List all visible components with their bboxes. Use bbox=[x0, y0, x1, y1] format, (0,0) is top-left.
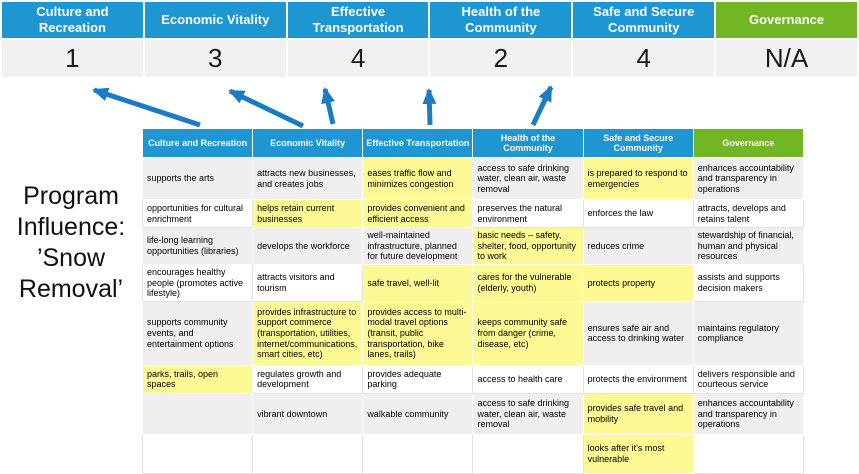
matrix-cell-r2-c4: reduces crime bbox=[582, 227, 694, 265]
influence-arrow-culture bbox=[92, 87, 201, 128]
matrix-cell-r2-c2: well-maintained infrastructure, planned … bbox=[362, 227, 474, 265]
matrix-cell-r3-c0: encourages healthy people (promotes acti… bbox=[141, 264, 254, 302]
scoreboard-score-0: 1 bbox=[2, 40, 143, 77]
matrix-cell-r6-c4: provides safe travel and mobility bbox=[582, 392, 694, 435]
matrix-row-4: supports community events, and entertain… bbox=[141, 300, 805, 366]
matrix-header-0: Culture and Recreation bbox=[141, 128, 254, 158]
matrix-cell-r3-c3: cares for the vulnerable (elderly, youth… bbox=[472, 264, 584, 302]
matrix-cell-r2-c0: life-long learning opportunities (librar… bbox=[141, 227, 254, 265]
matrix-row-5: parks, trails, open spaces regulates grow… bbox=[141, 364, 805, 394]
matrix-row-6: vibrant downtown walkable community access… bbox=[141, 392, 805, 435]
influence-matrix: Culture and Recreation Economic Vitality E… bbox=[141, 128, 805, 474]
program-title: Program Influence: ’Snow Removal’ bbox=[16, 182, 126, 303]
matrix-cell-r6-c1: vibrant downtown bbox=[252, 392, 364, 435]
matrix-head: Culture and Recreation Economic Vitality E… bbox=[141, 128, 805, 158]
matrix-cell-r3-c4: protects property bbox=[582, 264, 694, 302]
matrix-cell-r0-c3: access to safe drinking water, clean air… bbox=[472, 157, 584, 200]
matrix-cell-r1-c2: provides convenient and efficient access bbox=[362, 199, 474, 228]
scoreboard: Culture and Recreation Economic Vitality E… bbox=[2, 2, 857, 77]
matrix-cell-r0-c2: eases traffic flow and minimizes congest… bbox=[362, 157, 474, 200]
matrix-row-0: supports the arts attracts new businesses… bbox=[141, 157, 805, 200]
matrix-cell-r2-c1: develops the workforce bbox=[252, 227, 364, 265]
matrix-cell-r2-c3: basic needs – safety, shelter, food, opp… bbox=[472, 227, 584, 265]
scoreboard-header-0: Culture and Recreation bbox=[2, 2, 143, 38]
matrix-cell-r7-c0 bbox=[141, 433, 254, 474]
scoreboard-score-1: 3 bbox=[144, 40, 286, 77]
scoreboard-header-3: Health of the Community bbox=[430, 2, 572, 38]
matrix-cell-r0-c0: supports the arts bbox=[141, 157, 254, 200]
scoreboard-header-2: Effective Transportation bbox=[287, 2, 429, 38]
matrix-cell-r3-c1: attracts visitors and tourism bbox=[252, 264, 364, 302]
scoreboard-header-1: Economic Vitality bbox=[144, 2, 286, 38]
matrix-cell-r2-c5: stewardship of financial, human and phys… bbox=[692, 227, 805, 265]
scoreboard-score-4: 4 bbox=[573, 40, 715, 77]
matrix-header-2: Effective Transportation bbox=[362, 128, 474, 158]
matrix-cell-r4-c4: ensures safe air and access to drinking … bbox=[582, 300, 694, 366]
matrix-cell-r6-c5: enhances accountability and transparency… bbox=[692, 392, 805, 435]
matrix-header-4: Safe and Secure Community bbox=[582, 128, 694, 158]
matrix-cell-r1-c5: attracts, develops and retains talent bbox=[692, 199, 805, 228]
matrix-cell-r1-c3: preserves the natural environment bbox=[472, 199, 584, 228]
scoreboard-score-5: N/A bbox=[716, 40, 857, 77]
matrix-cell-r3-c5: assists and supports decision makers bbox=[692, 264, 805, 302]
influence-arrow-economic bbox=[228, 88, 305, 129]
matrix-table: Culture and Recreation Economic Vitality E… bbox=[141, 128, 805, 474]
matrix-cell-r0-c5: enhances accountability and transparency… bbox=[692, 157, 805, 200]
matrix-header-3: Health of the Community bbox=[472, 128, 584, 158]
matrix-header-5: Governance bbox=[692, 128, 805, 158]
matrix-cell-r5-c3: access to health care bbox=[472, 364, 584, 394]
matrix-cell-r1-c1: helps retain current businesses bbox=[252, 199, 364, 228]
matrix-cell-r5-c2: provides adequate parking bbox=[362, 364, 474, 394]
scoreboard-header-5: Governance bbox=[716, 2, 857, 38]
scoreboard-header-4: Safe and Secure Community bbox=[573, 2, 715, 38]
matrix-header-1: Economic Vitality bbox=[252, 128, 364, 158]
matrix-cell-r4-c2: provides access to multi-modal travel op… bbox=[362, 300, 474, 366]
influence-arrow-transportation bbox=[321, 87, 336, 125]
matrix-cell-r4-c3: keeps community safe from danger (crime,… bbox=[472, 300, 584, 366]
matrix-cell-r0-c1: attracts new businesses, and creates job… bbox=[252, 157, 364, 200]
scoreboard-score-2: 4 bbox=[287, 40, 429, 77]
matrix-cell-r7-c4: looks after it's most vulnerable bbox=[582, 433, 694, 474]
matrix-row-1: opportunities for cultural enrichment hel… bbox=[141, 199, 805, 228]
influence-arrow-health bbox=[422, 88, 437, 126]
matrix-cell-r5-c4: protects the environment bbox=[582, 364, 694, 394]
matrix-header-row: Culture and Recreation Economic Vitality E… bbox=[141, 128, 805, 158]
matrix-row-2: life-long learning opportunities (librar… bbox=[141, 227, 805, 265]
matrix-cell-r6-c0 bbox=[141, 392, 254, 435]
matrix-cell-r5-c1: regulates growth and development bbox=[252, 364, 364, 394]
matrix-cell-r6-c2: walkable community bbox=[362, 392, 474, 435]
matrix-cell-r1-c0: opportunities for cultural enrichment bbox=[141, 199, 254, 228]
matrix-cell-r1-c4: enforces the law bbox=[582, 199, 694, 228]
matrix-cell-r5-c0: parks, trails, open spaces bbox=[141, 364, 254, 394]
matrix-cell-r7-c5 bbox=[692, 433, 805, 474]
scoreboard-score-3: 2 bbox=[430, 40, 572, 77]
matrix-cell-r7-c3 bbox=[472, 433, 584, 474]
influence-arrow-safety bbox=[530, 85, 554, 127]
matrix-cell-r3-c2: safe travel, well-lit bbox=[362, 264, 474, 302]
matrix-row-7: looks after it's most vulnerable bbox=[141, 433, 805, 474]
matrix-row-3: encourages healthy people (promotes acti… bbox=[141, 264, 805, 302]
matrix-cell-r6-c3: access to safe drinking water, clean air… bbox=[472, 392, 584, 435]
influence-arrows bbox=[92, 85, 554, 129]
matrix-cell-r0-c4: is prepared to respond to emergencies bbox=[582, 157, 694, 200]
matrix-body: supports the arts attracts new businesses… bbox=[141, 157, 805, 474]
matrix-cell-r7-c2 bbox=[362, 433, 474, 474]
matrix-cell-r4-c0: supports community events, and entertain… bbox=[141, 300, 254, 366]
matrix-cell-r4-c5: maintains regulatory compliance bbox=[692, 300, 805, 366]
matrix-cell-r7-c1 bbox=[252, 433, 364, 474]
matrix-cell-r5-c5: delivers responsible and courteous servi… bbox=[692, 364, 805, 394]
matrix-cell-r4-c1: provides infrastructure to support comme… bbox=[252, 300, 364, 366]
